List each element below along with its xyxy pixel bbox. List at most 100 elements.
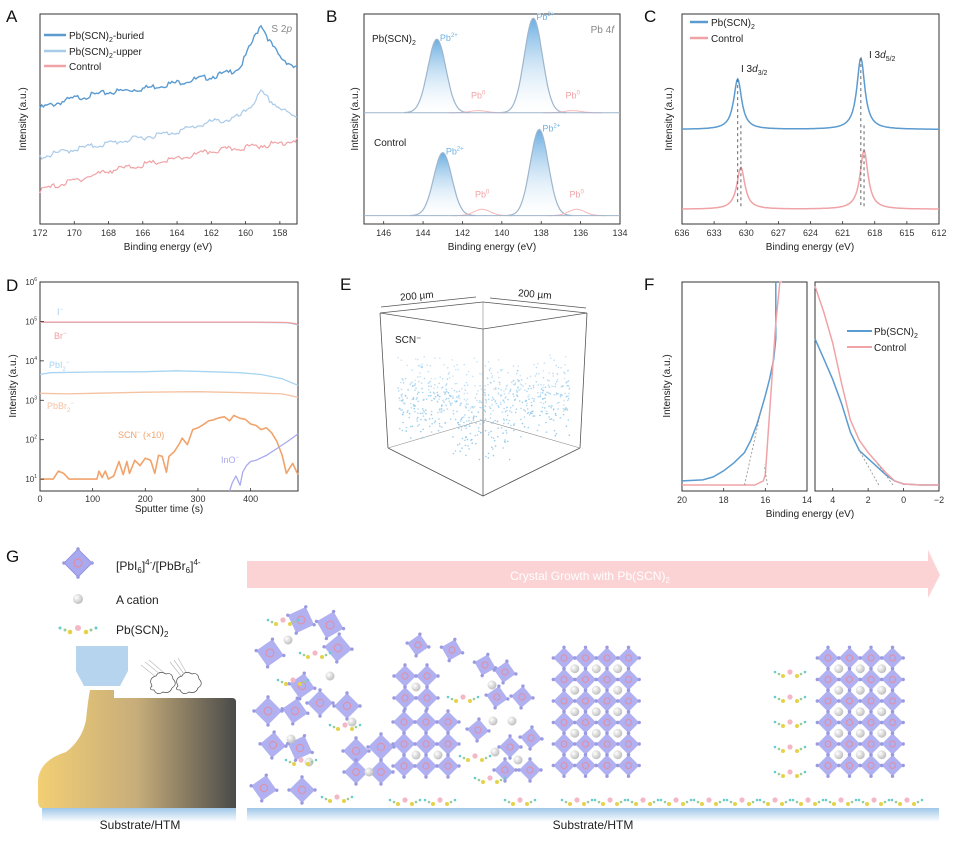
scn-point — [533, 415, 536, 417]
scn-point — [566, 381, 568, 383]
scn-point — [479, 418, 482, 421]
scn-point — [549, 357, 552, 360]
scn-point — [430, 385, 432, 388]
scn-point — [533, 398, 535, 400]
octahedron — [286, 605, 316, 635]
scn-point — [561, 394, 563, 397]
scn-point — [507, 398, 509, 401]
pbscn2-molecule — [276, 677, 310, 686]
scn-point — [452, 452, 455, 455]
pbscn2-molecule — [560, 797, 594, 806]
scn-point — [488, 369, 491, 372]
scn-point — [554, 434, 557, 437]
extrapolation-line — [744, 409, 762, 486]
scn-point — [404, 377, 407, 380]
scn-point — [437, 394, 439, 397]
scn-point — [430, 377, 433, 380]
x-tick-label: 146 — [376, 228, 391, 238]
pbscn2-molecule — [446, 694, 480, 703]
scn-point — [559, 393, 562, 396]
y-axis-label: Intensity (a.u.) — [664, 87, 675, 150]
a-cation — [411, 682, 421, 692]
x-tick-label: 160 — [238, 228, 253, 238]
scn-point — [474, 434, 477, 437]
scn-point — [542, 397, 544, 400]
a-cation — [433, 750, 443, 760]
scn-point — [429, 365, 432, 367]
scn-point — [440, 407, 443, 410]
scn-point — [439, 425, 441, 427]
a-cation — [613, 685, 623, 695]
scn-point — [509, 410, 511, 412]
scn-point — [428, 385, 430, 388]
scn-point — [416, 358, 419, 361]
scn-point — [460, 429, 463, 431]
peak-envelope — [500, 17, 566, 114]
scn-point — [415, 387, 417, 390]
scn-point — [423, 398, 425, 401]
series-label-scn: SCN− (×10) — [118, 430, 164, 440]
scn-point — [461, 416, 464, 419]
scn-point — [444, 422, 447, 424]
scn-point — [444, 398, 447, 401]
scn-point — [497, 371, 499, 374]
scn-point — [464, 439, 466, 442]
y-tick-label: 104 — [25, 356, 37, 366]
scn-point — [512, 404, 514, 407]
x-tick-label: 636 — [674, 228, 689, 238]
scn-point — [441, 404, 443, 406]
scn-point — [514, 383, 516, 386]
scn-point — [450, 395, 452, 398]
scn-point — [512, 393, 514, 395]
peak-fill — [506, 129, 572, 216]
scn-point — [487, 434, 490, 436]
x-tick-label: 144 — [416, 228, 431, 238]
scn-point — [402, 411, 405, 414]
scn-point — [457, 368, 460, 371]
scn-point — [495, 402, 498, 405]
scn-point — [567, 397, 570, 400]
scn-point — [555, 364, 558, 367]
scn-point — [484, 394, 487, 397]
scn-point — [483, 421, 485, 424]
scn-point — [527, 395, 529, 398]
scn-point — [505, 432, 508, 434]
scn-point — [410, 402, 412, 405]
scn-point — [485, 402, 488, 404]
scn-point — [465, 403, 468, 405]
scn-point — [489, 367, 492, 370]
scn-point — [484, 429, 487, 432]
scn-point — [414, 358, 417, 360]
scn-point — [401, 393, 404, 395]
pbscn2-molecule — [758, 797, 792, 806]
a-cation — [855, 750, 865, 760]
scn-point — [524, 410, 526, 412]
scn-point — [516, 395, 519, 398]
panel-f: F 20 18 16 14 4 2 0 −2 Binding energy (eV) Inte… — [644, 275, 944, 520]
scn-point — [461, 447, 463, 449]
pbscn2-molecule — [328, 722, 362, 731]
scn-point — [523, 416, 526, 418]
scn-point — [419, 412, 422, 415]
scn-point — [507, 371, 509, 374]
scn-point — [517, 386, 519, 389]
scn-point — [469, 432, 472, 435]
scn-point — [422, 409, 425, 412]
a-cation — [613, 664, 623, 674]
scn-point — [499, 401, 502, 404]
scn-point — [439, 357, 441, 360]
scn-point — [468, 409, 470, 412]
scn-point — [418, 423, 420, 426]
scn-point — [463, 363, 466, 366]
scn-point — [411, 369, 414, 371]
scn-point — [463, 421, 465, 424]
scn-point — [465, 424, 468, 427]
scn-point — [417, 391, 420, 394]
coating-nozzle — [76, 646, 128, 686]
scn-point — [491, 396, 494, 399]
scn-point — [477, 411, 480, 414]
scn-point — [515, 372, 518, 375]
scn-point — [553, 359, 555, 362]
scn-point — [400, 359, 403, 362]
panel-b: B 146 144 142 140 138 136 134 Binding energy (… — [326, 7, 628, 253]
